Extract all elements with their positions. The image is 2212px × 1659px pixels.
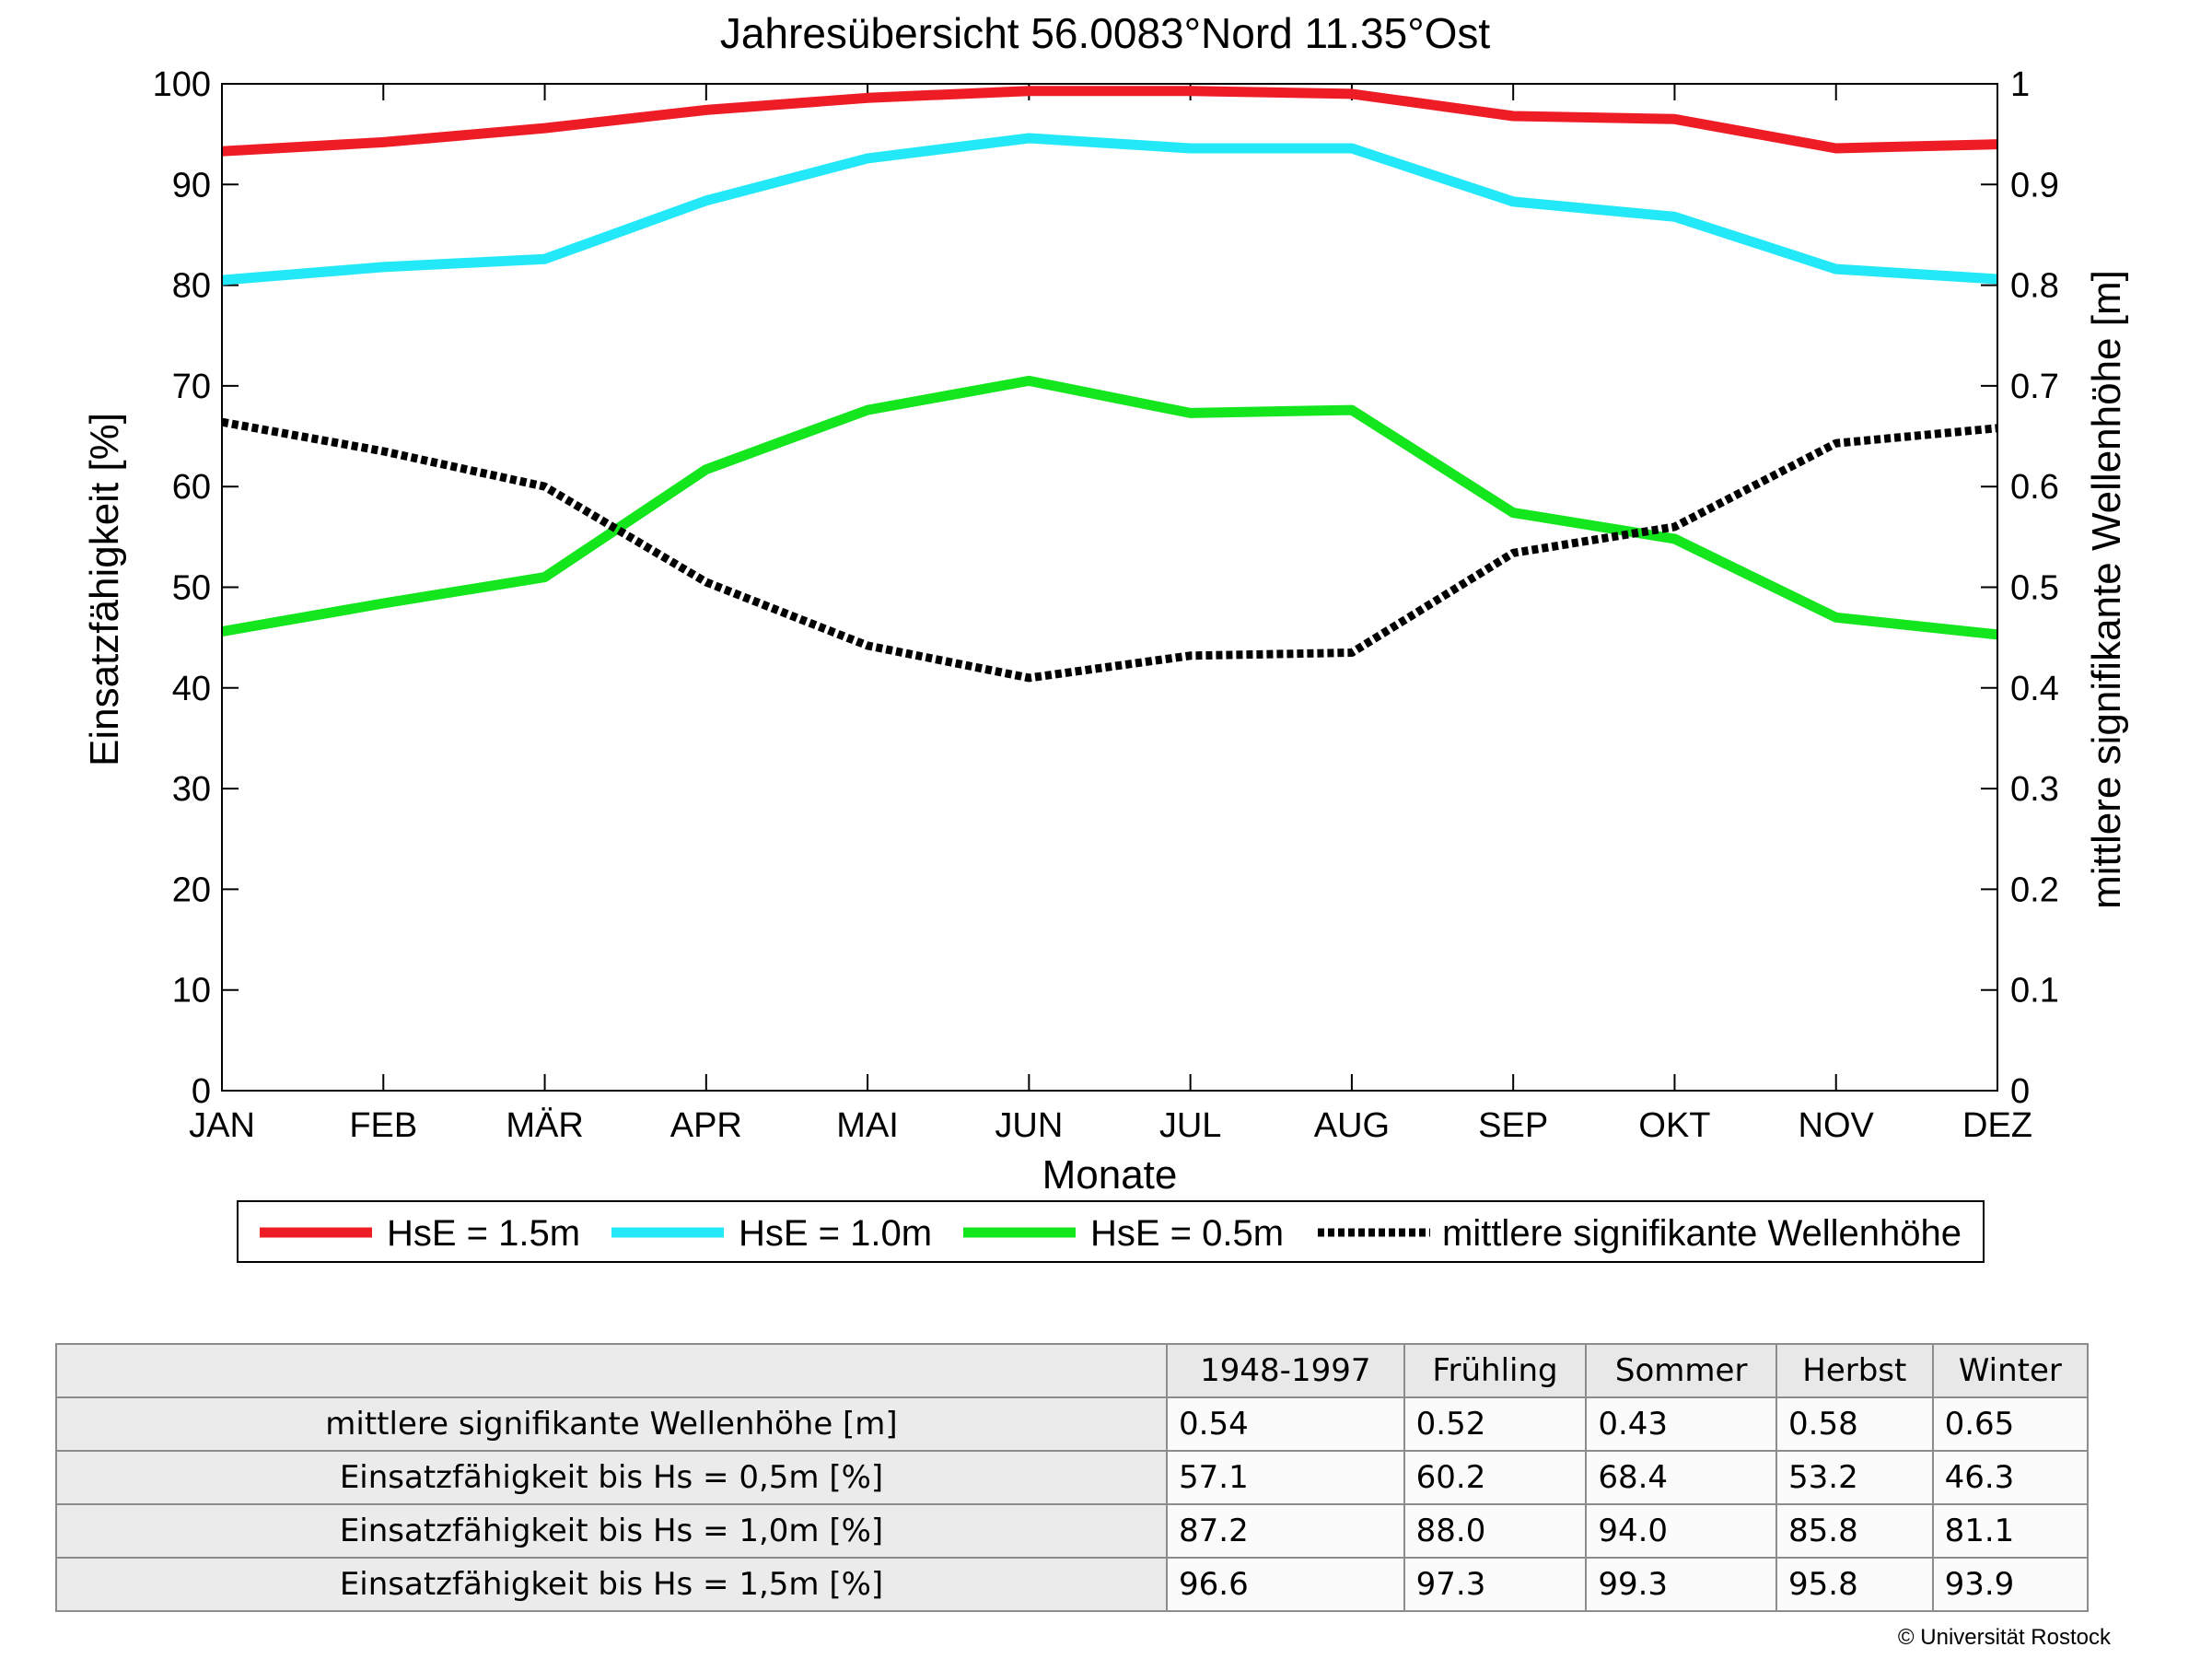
y2-tick-label: 0.2 [2010,870,2059,909]
table-header: Frühling [1403,1343,1588,1398]
table-row: mittlere signifikante Wellenhöhe [m] 0.5… [55,1396,2090,1452]
y2-tick-label: 0.1 [2010,972,2059,1011]
table-cell: 0.43 [1585,1396,1778,1452]
plot-area-frame [221,83,1998,1092]
x-tick-label: MÄR [506,1106,583,1145]
y-tick-label: 90 [172,166,211,204]
row-label: Einsatzfähigkeit bis Hs = 1,5m [%] [55,1557,1168,1612]
x-tick-label: AUG [1314,1106,1390,1145]
table-cell: 85.8 [1775,1503,1934,1559]
table-cell: 0.65 [1931,1396,2090,1452]
series-line [221,417,1998,683]
table-cell: 96.6 [1166,1557,1405,1612]
x-tick-label: DEZ [1962,1106,2032,1145]
chart-title: Jahresübersicht 56.0083°Nord 11.35°Ost [720,9,1491,57]
table-header: Herbst [1775,1343,1934,1398]
legend: HsE = 1.5m HsE = 1.0m HsE = 0.5m mittlere s… [237,1200,1985,1263]
y-tick-label: 20 [172,870,211,909]
table-cell: 88.0 [1403,1503,1588,1559]
y-tick-label: 60 [172,468,211,507]
table-cell: 0.58 [1775,1396,1934,1452]
x-tick-label: JUN [995,1106,1063,1145]
left-y-axis: 0 10 20 30 40 50 60 70 80 90 100 [153,65,1997,1111]
table-corner [55,1343,1168,1398]
chart: Jahresübersicht 56.0083°Nord 11.35°Ost 0… [82,9,2129,1263]
table-cell: 81.1 [1931,1503,2090,1559]
summary-table: 1948-1997 Frühling Sommer Herbst Winter … [55,1343,2090,1612]
table-cell: 68.4 [1585,1450,1778,1505]
table-cell: 53.2 [1775,1450,1934,1505]
y2-tick-label: 0.4 [2010,670,2059,708]
table-header: Winter [1931,1343,2090,1398]
y2-tick-label: 0.9 [2010,166,2059,204]
right-y-axis: 0 0.1 0.2 0.3 0.4 0.5 0.6 0.7 0.8 0.9 1 [2010,65,2059,1111]
y2-tick-label: 0.5 [2010,569,2059,608]
legend-label: HsE = 0.5m [1090,1213,1284,1254]
series-line [221,375,1998,640]
table-header-row: 1948-1997 Frühling Sommer Herbst Winter [55,1343,2090,1398]
y2-axis-label: mittlere signifikante Wellenhöhe [m] [2084,270,2129,909]
legend-label: mittlere signifikante Wellenhöhe [1442,1213,1962,1254]
y-axis-label: Einsatzfähigkeit [%] [82,413,127,766]
y2-tick-label: 0.8 [2010,267,2059,306]
series-line [221,133,1998,286]
table-header: 1948-1997 [1166,1343,1405,1398]
y2-tick-label: 1 [2010,65,2030,104]
y2-tick-label: 0.7 [2010,368,2059,406]
table-row: Einsatzfähigkeit bis Hs = 1,0m [%] 87.2 … [55,1503,2090,1559]
y-tick-label: 30 [172,770,211,809]
y-tick-label: 70 [172,368,211,406]
row-label: mittlere signifikante Wellenhöhe [m] [55,1396,1168,1452]
legend-box [237,1200,1985,1263]
x-tick-label: NOV [1799,1106,1875,1145]
table-cell: 46.3 [1931,1450,2090,1505]
legend-label: HsE = 1.5m [387,1213,580,1254]
x-tick-label: JAN [189,1106,255,1145]
x-tick-label: FEB [349,1106,417,1145]
y2-tick-label: 0.3 [2010,770,2059,809]
copyright-notice: © Universität Rostock [1897,1625,2111,1650]
series-line [221,86,1998,157]
y-tick-label: 0 [192,1072,211,1111]
table-cell: 95.8 [1775,1557,1934,1612]
row-label: Einsatzfähigkeit bis Hs = 0,5m [%] [55,1450,1168,1505]
x-axis: JAN FEB MÄR APR MAI JUN JUL AUG SEP OKT NOV DEZ [189,84,2032,1145]
table-cell: 94.0 [1585,1503,1778,1559]
table-cell: 87.2 [1166,1503,1405,1559]
y-tick-label: 80 [172,267,211,306]
table-row: Einsatzfähigkeit bis Hs = 0,5m [%] 57.1 … [55,1450,2090,1505]
table-row: Einsatzfähigkeit bis Hs = 1,5m [%] 96.6 … [55,1557,2090,1612]
y-tick-label: 50 [172,569,211,608]
y-tick-label: 10 [172,972,211,1011]
x-tick-label: SEP [1478,1106,1548,1145]
table-cell: 93.9 [1931,1557,2090,1612]
table-cell: 57.1 [1166,1450,1405,1505]
x-tick-label: JUL [1159,1106,1222,1145]
legend-label: HsE = 1.0m [739,1213,932,1254]
x-tick-label: MAI [836,1106,899,1145]
y2-tick-label: 0 [2010,1072,2030,1111]
series-layer [221,86,1998,683]
table-cell: 97.3 [1403,1557,1588,1612]
row-label: Einsatzfähigkeit bis Hs = 1,0m [%] [55,1503,1168,1559]
x-tick-label: APR [670,1106,742,1145]
y-tick-label: 40 [172,670,211,708]
x-axis-label: Monate [1042,1152,1178,1198]
table-cell: 60.2 [1403,1450,1588,1505]
y2-tick-label: 0.6 [2010,468,2059,507]
table-cell: 99.3 [1585,1557,1778,1612]
table-cell: 0.54 [1166,1396,1405,1452]
x-tick-label: OKT [1638,1106,1710,1145]
y-tick-label: 100 [153,65,211,104]
table-header: Sommer [1585,1343,1778,1398]
table-cell: 0.52 [1403,1396,1588,1452]
